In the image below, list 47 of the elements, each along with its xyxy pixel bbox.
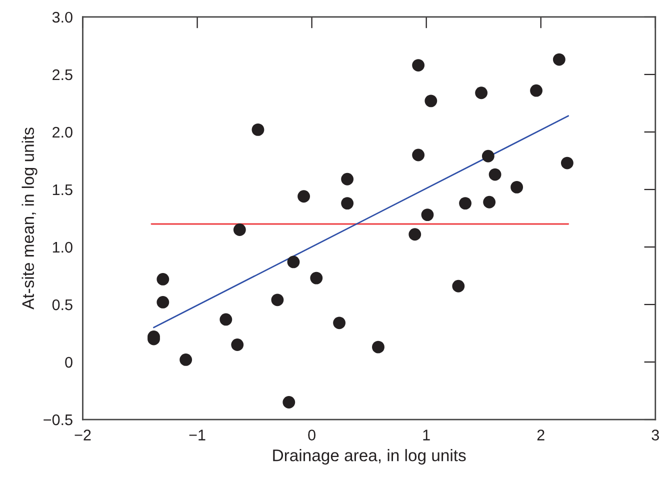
y-tick-label: 2.5 xyxy=(52,69,72,80)
point xyxy=(483,196,496,208)
point xyxy=(333,316,346,330)
y-tick-label: 0.5 xyxy=(52,299,72,310)
point xyxy=(408,228,422,241)
point xyxy=(341,197,354,210)
y-tick-label: 2.0 xyxy=(52,126,72,138)
point xyxy=(156,272,170,286)
x-tick-label: 1 xyxy=(423,430,430,440)
x-tick-label: −1 xyxy=(189,430,206,440)
point xyxy=(421,208,434,222)
point xyxy=(475,86,488,100)
point xyxy=(233,224,246,236)
point xyxy=(552,53,566,66)
point xyxy=(560,156,574,170)
point xyxy=(231,338,244,351)
point xyxy=(510,180,524,194)
y-tick-label: 1.0 xyxy=(52,242,72,253)
point xyxy=(252,123,264,136)
point xyxy=(459,197,472,210)
point xyxy=(482,150,494,162)
x-tick-label: 2 xyxy=(537,430,544,440)
point xyxy=(298,190,310,203)
x-tick-label: 0 xyxy=(308,430,316,440)
point xyxy=(412,59,425,72)
point xyxy=(282,396,296,408)
x-tick-label: −2 xyxy=(74,430,91,440)
point xyxy=(180,354,192,366)
point xyxy=(488,168,502,181)
y-axis-title: At-site mean, in log units xyxy=(22,128,38,310)
y-tick-label: 1.5 xyxy=(52,184,72,196)
point xyxy=(156,296,170,308)
point xyxy=(530,84,542,97)
point xyxy=(412,148,425,162)
point xyxy=(424,94,438,108)
point xyxy=(341,172,354,186)
point xyxy=(271,294,284,306)
point xyxy=(220,313,232,326)
x-axis-title: Drainage area, in log units xyxy=(273,449,466,465)
y-tick-label: −0.5 xyxy=(44,414,72,426)
point xyxy=(452,280,465,292)
point xyxy=(372,340,384,354)
point xyxy=(287,256,300,268)
point xyxy=(310,272,323,284)
y-tick-label: 3.0 xyxy=(52,12,72,23)
x-tick-label: 3 xyxy=(652,430,659,440)
y-tick-label: 0 xyxy=(65,356,72,368)
